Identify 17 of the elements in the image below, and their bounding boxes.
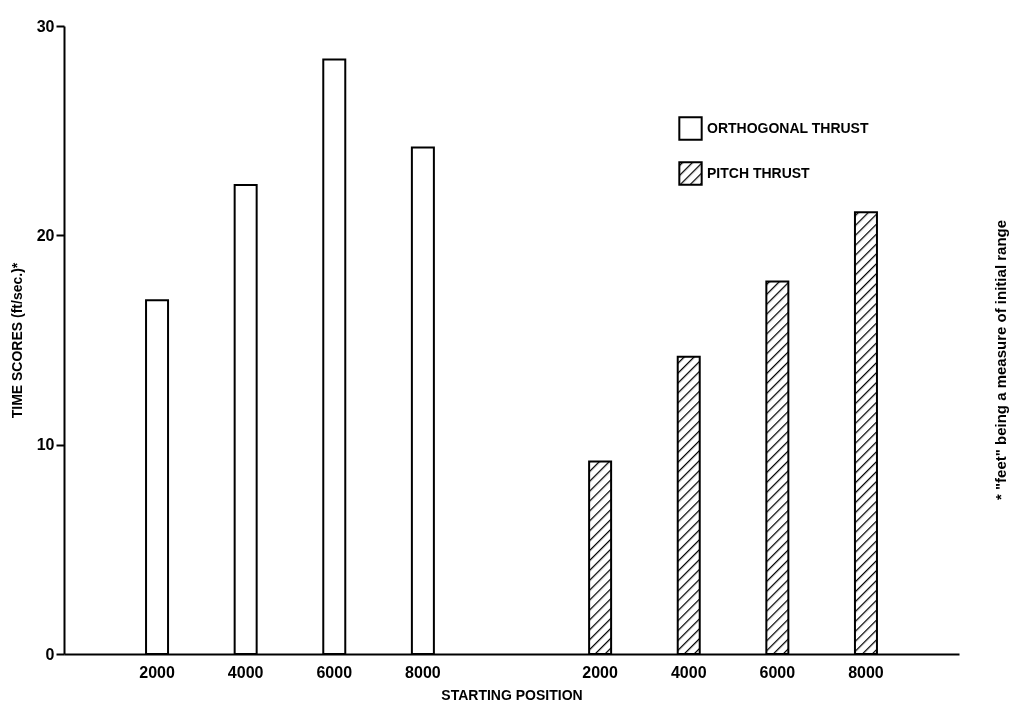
- x-tick-label: 6000: [316, 663, 353, 681]
- x-axis-title: STARTING POSITION: [441, 686, 583, 703]
- text: * "feet" being a measure of initial range: [991, 219, 1009, 501]
- y-tick-label: 0: [45, 645, 55, 663]
- x-tick-label: 4000: [670, 663, 707, 681]
- x-tick-label: 4000: [227, 663, 264, 681]
- x-tick-label: 2000: [582, 663, 619, 681]
- legend-label: ORTHOGONAL THRUST: [707, 119, 869, 136]
- y-tick-label: 10: [36, 436, 55, 454]
- y-axis-title: TIME SCORES (ft/sec.)*: [8, 262, 25, 419]
- legend-label: PITCH THRUST: [707, 164, 811, 181]
- x-tick-label: 2000: [139, 663, 175, 681]
- y-tick-label: 20: [36, 226, 55, 244]
- x-tick-label: 6000: [759, 663, 796, 681]
- y-tick-label: 30: [36, 17, 55, 35]
- x-tick-label: 8000: [405, 663, 441, 681]
- x-tick-label: 8000: [848, 663, 884, 681]
